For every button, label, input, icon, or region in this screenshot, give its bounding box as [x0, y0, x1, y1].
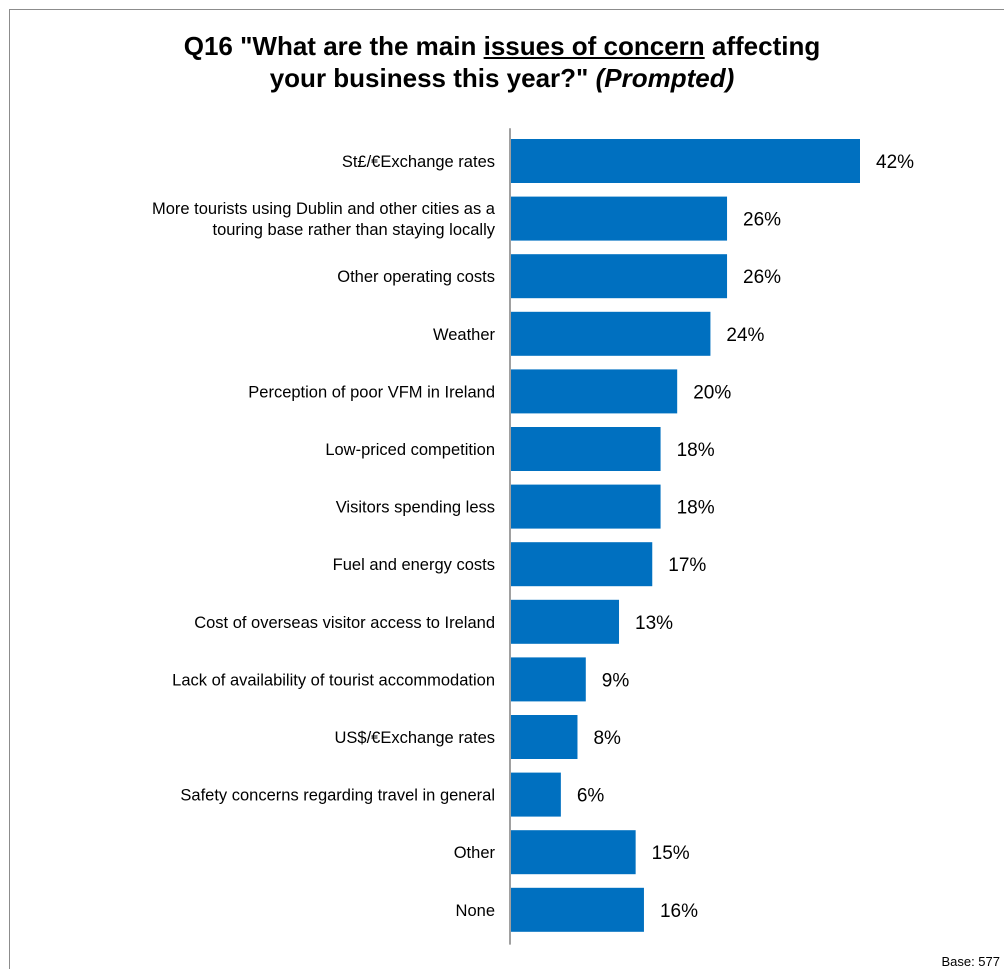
category-label: Visitors spending less: [336, 499, 495, 517]
category-label-line: Low-priced competition: [325, 441, 495, 459]
bar-value-label: 16%: [660, 901, 698, 922]
category-label: None: [456, 902, 495, 920]
bar-value-label: 42%: [876, 152, 914, 173]
category-label-line: Other: [454, 844, 496, 862]
chart-title-line-2: your business this year?" (Prompted): [0, 62, 1004, 94]
title-italic: (Prompted): [595, 63, 735, 93]
bar-value-label: 18%: [677, 440, 715, 461]
category-label-line: Visitors spending less: [336, 499, 495, 517]
title-part-1: Q16 "What are the main: [183, 31, 484, 61]
bar-value-label: 15%: [652, 843, 690, 864]
title-line-2: your business this year?": [269, 63, 596, 93]
bar: [511, 311, 711, 356]
category-label: Other operating costs: [337, 268, 495, 286]
category-label-line: Perception of poor VFM in Ireland: [248, 383, 495, 401]
category-label: Cost of overseas visitor access to Irela…: [194, 614, 495, 632]
category-label: St£/€Exchange rates: [342, 153, 495, 171]
bar: [511, 772, 561, 817]
category-label: Weather: [433, 326, 496, 344]
category-label-line: Fuel and energy costs: [333, 556, 495, 574]
category-label: Lack of availability of tourist accommod…: [172, 671, 495, 689]
base-note: Base: 577: [941, 954, 1000, 969]
category-label-line: Weather: [433, 326, 496, 344]
bar-value-label: 20%: [693, 382, 731, 403]
bar-value-label: 8%: [593, 728, 621, 749]
category-label: US$/€Exchange rates: [334, 729, 495, 747]
category-label: More tourists using Dublin and other cit…: [152, 200, 496, 239]
category-label: Other: [454, 844, 496, 862]
title-underlined: issues of concern: [483, 31, 705, 61]
category-label-line: Safety concerns regarding travel in gene…: [180, 787, 495, 805]
bar-value-label: 13%: [635, 613, 673, 634]
bar-value-label: 26%: [743, 210, 781, 231]
bar-value-label: 18%: [677, 498, 715, 519]
bar-value-label: 17%: [668, 555, 706, 576]
category-label-line: Cost of overseas visitor access to Irela…: [194, 614, 495, 632]
category-label-line: St£/€Exchange rates: [342, 153, 495, 171]
bar: [511, 254, 728, 299]
category-label-line: None: [456, 902, 495, 920]
bar: [511, 427, 661, 471]
category-label: Perception of poor VFM in Ireland: [248, 383, 495, 401]
chart-title-line-1: Q16 "What are the main issues of concern…: [0, 30, 1004, 62]
title-part-2: affecting: [704, 31, 821, 61]
category-label: Safety concerns regarding travel in gene…: [180, 787, 495, 805]
category-label: Fuel and energy costs: [333, 556, 495, 574]
category-label-line: US$/€Exchange rates: [334, 729, 495, 747]
bar: [511, 657, 586, 702]
category-label-line: touring base rather than staying locally: [213, 221, 496, 239]
chart-title: Q16 "What are the main issues of concern…: [0, 30, 1004, 94]
bar: [511, 542, 653, 587]
bar: [511, 196, 728, 241]
category-label: Low-priced competition: [325, 441, 495, 459]
bar: [511, 830, 636, 875]
bar: [511, 369, 678, 414]
bar: [511, 715, 578, 759]
bar: [511, 139, 860, 183]
category-label-line: Lack of availability of tourist accommod…: [172, 671, 495, 689]
bar-value-label: 9%: [602, 670, 630, 691]
bar-value-label: 6%: [577, 786, 605, 807]
category-label-line: More tourists using Dublin and other cit…: [152, 200, 496, 218]
bar-value-label: 24%: [726, 325, 764, 346]
bar: [511, 887, 644, 932]
bar: [511, 599, 620, 644]
category-label-line: Other operating costs: [337, 268, 495, 286]
bar: [511, 484, 661, 529]
bar-value-label: 26%: [743, 267, 781, 288]
